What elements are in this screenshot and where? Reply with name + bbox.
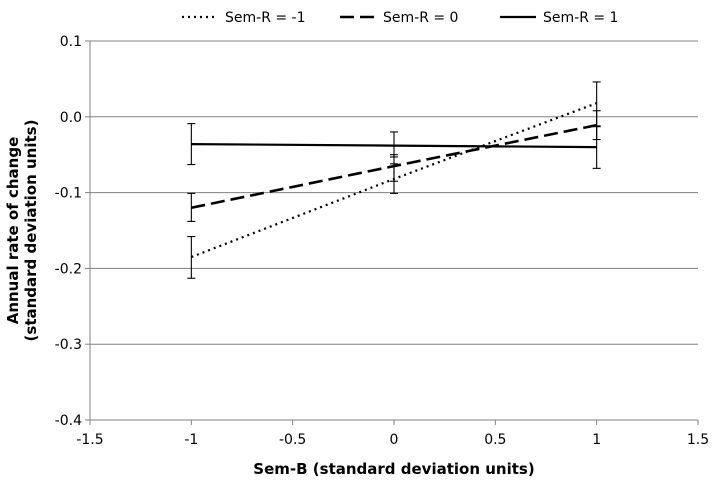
y-axis-title-line: (standard deviation units)	[22, 120, 40, 342]
series-layer	[187, 81, 601, 279]
y-tick-label: 0.0	[60, 110, 82, 126]
x-tick-label: 1.5	[687, 432, 709, 448]
series-solid	[187, 123, 601, 169]
legend: Sem-R = -1 Sem-R = 0 Sem-R = 1	[182, 10, 618, 26]
y-axis-title-line: Annual rate of change	[4, 137, 22, 325]
y-tick-label: -0.1	[55, 186, 82, 202]
grid	[90, 40, 698, 421]
legend-label: Sem-R = 1	[543, 10, 618, 26]
tick-labels: 0.1 0.0 -0.1 -0.2 -0.3 -0.4 -1.5 -1 -0.5 0 0.5 1 1.5	[55, 34, 709, 448]
x-axis-title: Sem-B (standard deviation units)	[253, 460, 534, 478]
y-tick-label: -0.2	[55, 261, 82, 277]
y-tick-label: -0.4	[55, 413, 82, 429]
x-tick-label: 1	[592, 432, 601, 448]
x-tick-label: -1	[184, 432, 198, 448]
y-tick-label: -0.3	[55, 337, 82, 353]
axes	[85, 40, 699, 425]
x-tick-label: 0.5	[484, 432, 506, 448]
series-line	[191, 142, 597, 149]
legend-label: Sem-R = -1	[225, 10, 306, 26]
x-tick-label: -1.5	[76, 432, 103, 448]
x-tick-label: -0.5	[279, 432, 306, 448]
legend-label: Sem-R = 0	[383, 10, 458, 26]
y-tick-label: 0.1	[60, 34, 82, 50]
series-dashed	[187, 110, 601, 222]
y-axis-title: Annual rate of change (standard deviation…	[4, 120, 40, 342]
x-tick-label: 0	[390, 432, 399, 448]
series-line	[191, 123, 597, 210]
